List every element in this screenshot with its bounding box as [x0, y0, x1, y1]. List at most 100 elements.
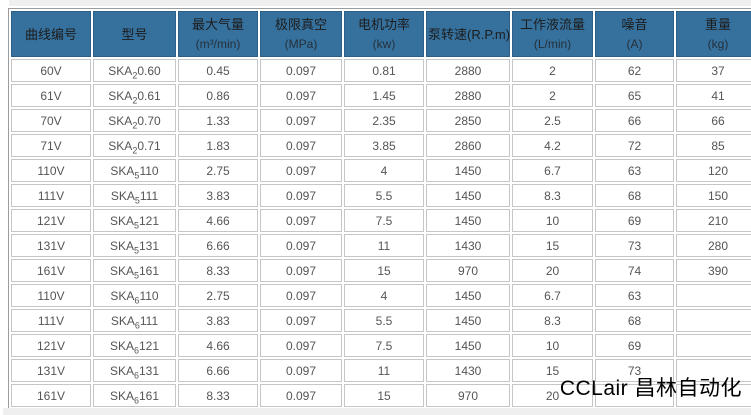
cell-working-liquid-flow: 10	[512, 209, 593, 232]
cell-weight: 390	[676, 259, 751, 282]
cell-noise: 62	[595, 59, 674, 82]
cell-ultimate-vacuum: 0.097	[260, 209, 342, 232]
cell-noise	[595, 384, 674, 407]
col-header-weight: 重量 (kg)	[676, 11, 751, 57]
cell-curve-number: 61V	[11, 84, 91, 107]
cell-weight	[676, 359, 751, 382]
cell-ultimate-vacuum: 0.097	[260, 109, 342, 132]
cell-working-liquid-flow: 4.2	[512, 134, 593, 157]
cell-weight: 120	[676, 159, 751, 182]
cell-noise: 69	[595, 209, 674, 232]
cell-model: SKA5110	[93, 159, 176, 182]
cell-weight: 210	[676, 209, 751, 232]
cell-working-liquid-flow: 15	[512, 359, 593, 382]
cell-ultimate-vacuum: 0.097	[260, 259, 342, 282]
col-header-curve-number: 曲线编号	[11, 11, 91, 57]
cell-pump-speed: 1450	[426, 209, 510, 232]
cell-ultimate-vacuum: 0.097	[260, 134, 342, 157]
cell-model: SKA20.70	[93, 109, 176, 132]
cell-model: SKA6111	[93, 309, 176, 332]
cell-pump-speed: 1450	[426, 309, 510, 332]
table-row: 121V SKA5121 4.66 0.097 7.5 1450 10 69 210	[11, 209, 751, 232]
cell-motor-power: 11	[344, 359, 424, 382]
cell-motor-power: 7.5	[344, 209, 424, 232]
cell-motor-power: 3.85	[344, 134, 424, 157]
cell-motor-power: 11	[344, 234, 424, 257]
cell-motor-power: 2.35	[344, 109, 424, 132]
cell-working-liquid-flow: 2	[512, 59, 593, 82]
cell-model: SKA5131	[93, 234, 176, 257]
cell-curve-number: 60V	[11, 59, 91, 82]
cell-max-air-volume: 2.75	[178, 159, 258, 182]
col-header-pump-speed: 泵转速(R.P.m)	[426, 11, 510, 57]
cell-max-air-volume: 0.86	[178, 84, 258, 107]
cell-model: SKA20.61	[93, 84, 176, 107]
cell-pump-speed: 970	[426, 384, 510, 407]
cell-model: SKA6121	[93, 334, 176, 357]
cell-weight: 41	[676, 84, 751, 107]
col-header-working-liquid-flow: 工作液流量 (L/min)	[512, 11, 593, 57]
cell-max-air-volume: 6.66	[178, 359, 258, 382]
cell-curve-number: 110V	[11, 159, 91, 182]
cell-motor-power: 5.5	[344, 184, 424, 207]
cell-noise: 73	[595, 234, 674, 257]
cell-max-air-volume: 4.66	[178, 334, 258, 357]
table-row: 131V SKA5131 6.66 0.097 11 1430 15 73 280	[11, 234, 751, 257]
table-row: 161V SKA5161 8.33 0.097 15 970 20 74 390	[11, 259, 751, 282]
page-bottom-strip	[3, 408, 751, 415]
cell-ultimate-vacuum: 0.097	[260, 159, 342, 182]
cell-curve-number: 131V	[11, 359, 91, 382]
cell-model: SKA6161	[93, 384, 176, 407]
cell-weight	[676, 309, 751, 332]
cell-model: SKA5121	[93, 209, 176, 232]
cell-pump-speed: 1450	[426, 184, 510, 207]
cell-noise: 68	[595, 184, 674, 207]
cell-weight: 85	[676, 134, 751, 157]
cell-ultimate-vacuum: 0.097	[260, 84, 342, 107]
cell-curve-number: 131V	[11, 234, 91, 257]
cell-curve-number: 121V	[11, 209, 91, 232]
cell-ultimate-vacuum: 0.097	[260, 59, 342, 82]
cell-motor-power: 7.5	[344, 334, 424, 357]
cell-working-liquid-flow: 8.3	[512, 184, 593, 207]
cell-noise: 63	[595, 159, 674, 182]
cell-pump-speed: 1450	[426, 334, 510, 357]
cell-pump-speed: 1450	[426, 284, 510, 307]
cell-noise: 65	[595, 84, 674, 107]
col-header-model: 型号	[93, 11, 176, 57]
table-header: 曲线编号 型号 最大气量 (m³/min) 极限真空 (MPa) 电机功率 (kw) 泵转速(R…	[11, 11, 751, 57]
cell-motor-power: 4	[344, 284, 424, 307]
cell-max-air-volume: 1.83	[178, 134, 258, 157]
cell-working-liquid-flow: 15	[512, 234, 593, 257]
table-row: 61V SKA20.61 0.86 0.097 1.45 2880 2 65 41	[11, 84, 751, 107]
cell-pump-speed: 1430	[426, 359, 510, 382]
col-header-motor-power: 电机功率 (kw)	[344, 11, 424, 57]
cell-noise: 63	[595, 284, 674, 307]
cell-curve-number: 71V	[11, 134, 91, 157]
col-header-noise: 噪音 (A)	[595, 11, 674, 57]
cell-weight	[676, 284, 751, 307]
table-row: 110V SKA6110 2.75 0.097 4 1450 6.7 63	[11, 284, 751, 307]
cell-working-liquid-flow: 2.5	[512, 109, 593, 132]
table-row: 60V SKA20.60 0.45 0.097 0.81 2880 2 62 37	[11, 59, 751, 82]
cell-ultimate-vacuum: 0.097	[260, 359, 342, 382]
table-row: 111V SKA6111 3.83 0.097 5.5 1450 8.3 68	[11, 309, 751, 332]
cell-noise: 66	[595, 109, 674, 132]
table-row: 131V SKA6131 6.66 0.097 11 1430 15 73	[11, 359, 751, 382]
table-row: 110V SKA5110 2.75 0.097 4 1450 6.7 63 120	[11, 159, 751, 182]
cell-model: SKA20.71	[93, 134, 176, 157]
cell-pump-speed: 1450	[426, 159, 510, 182]
cell-motor-power: 15	[344, 384, 424, 407]
cell-motor-power: 4	[344, 159, 424, 182]
cell-ultimate-vacuum: 0.097	[260, 284, 342, 307]
cell-pump-speed: 2880	[426, 84, 510, 107]
cell-weight: 150	[676, 184, 751, 207]
cell-motor-power: 0.81	[344, 59, 424, 82]
cell-model: SKA20.60	[93, 59, 176, 82]
watermark-text: CCLair 昌林自动化	[559, 377, 742, 400]
cell-max-air-volume: 8.33	[178, 384, 258, 407]
table-row: 71V SKA20.71 1.83 0.097 3.85 2860 4.2 72 85	[11, 134, 751, 157]
cell-weight	[676, 384, 751, 407]
table-row: 161V SKA6161 8.33 0.097 15 970 20	[11, 384, 751, 407]
cell-pump-speed: 1430	[426, 234, 510, 257]
